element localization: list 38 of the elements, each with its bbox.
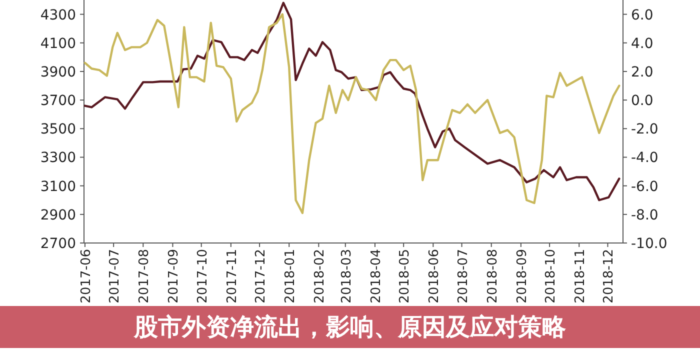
x-tick-label: 2018-08 [485,249,500,304]
y-tick-label: 3100 [40,178,76,195]
y2-tick-label: 2.0 [631,64,654,80]
x-tick-label: 2018-04 [368,249,384,304]
y2-tick-label: -8.0 [631,207,658,224]
x-tick-label: 2018-01 [283,249,298,304]
x-tick-label: 2017-09 [166,249,182,304]
y2-tick-label: -4.0 [631,150,658,166]
y-tick-label: 4100 [40,36,76,52]
x-tick-label: 2017-06 [78,249,94,304]
y-tick-label: 2700 [40,236,76,252]
x-tick-label: 2017-12 [254,249,269,304]
y-tick-label: 2900 [40,207,76,224]
y-tick-label: 3500 [40,122,76,138]
x-tick-label: 2018-12 [602,249,617,304]
text: 股市外资净流出，影响、原因及应对策略 [133,313,567,341]
y2-tick-label: -2.0 [631,122,658,138]
x-tick-label: 2017-07 [108,249,123,304]
y2-tick-label: 6.0 [631,7,654,24]
x-tick-label: 2018-05 [398,249,413,304]
x-tick-label: 2018-09 [514,249,530,304]
y-tick-label: 3300 [40,150,76,166]
y2-tick-label: 4.0 [631,36,654,52]
x-tick-label: 2018-03 [339,249,354,304]
x-tick-label: 2018-10 [544,249,559,304]
y-tick-label: 3900 [40,64,76,80]
y-tick-label: 3700 [40,93,76,110]
y2-tick-label: -10.0 [631,236,668,252]
y2-tick-label: 0.0 [631,93,654,110]
y2-tick-label: -6.0 [631,178,658,195]
x-tick-label: 2017-10 [195,249,210,304]
x-tick-label: 2017-08 [137,249,152,304]
y-tick-label: 4300 [40,7,76,24]
x-tick-label: 2018-02 [312,249,328,304]
x-tick-label: 2018-06 [427,249,442,304]
x-tick-label: 2018-07 [456,249,471,304]
x-tick-label: 2017-11 [224,249,240,304]
x-tick-label: 2018-11 [573,249,588,304]
